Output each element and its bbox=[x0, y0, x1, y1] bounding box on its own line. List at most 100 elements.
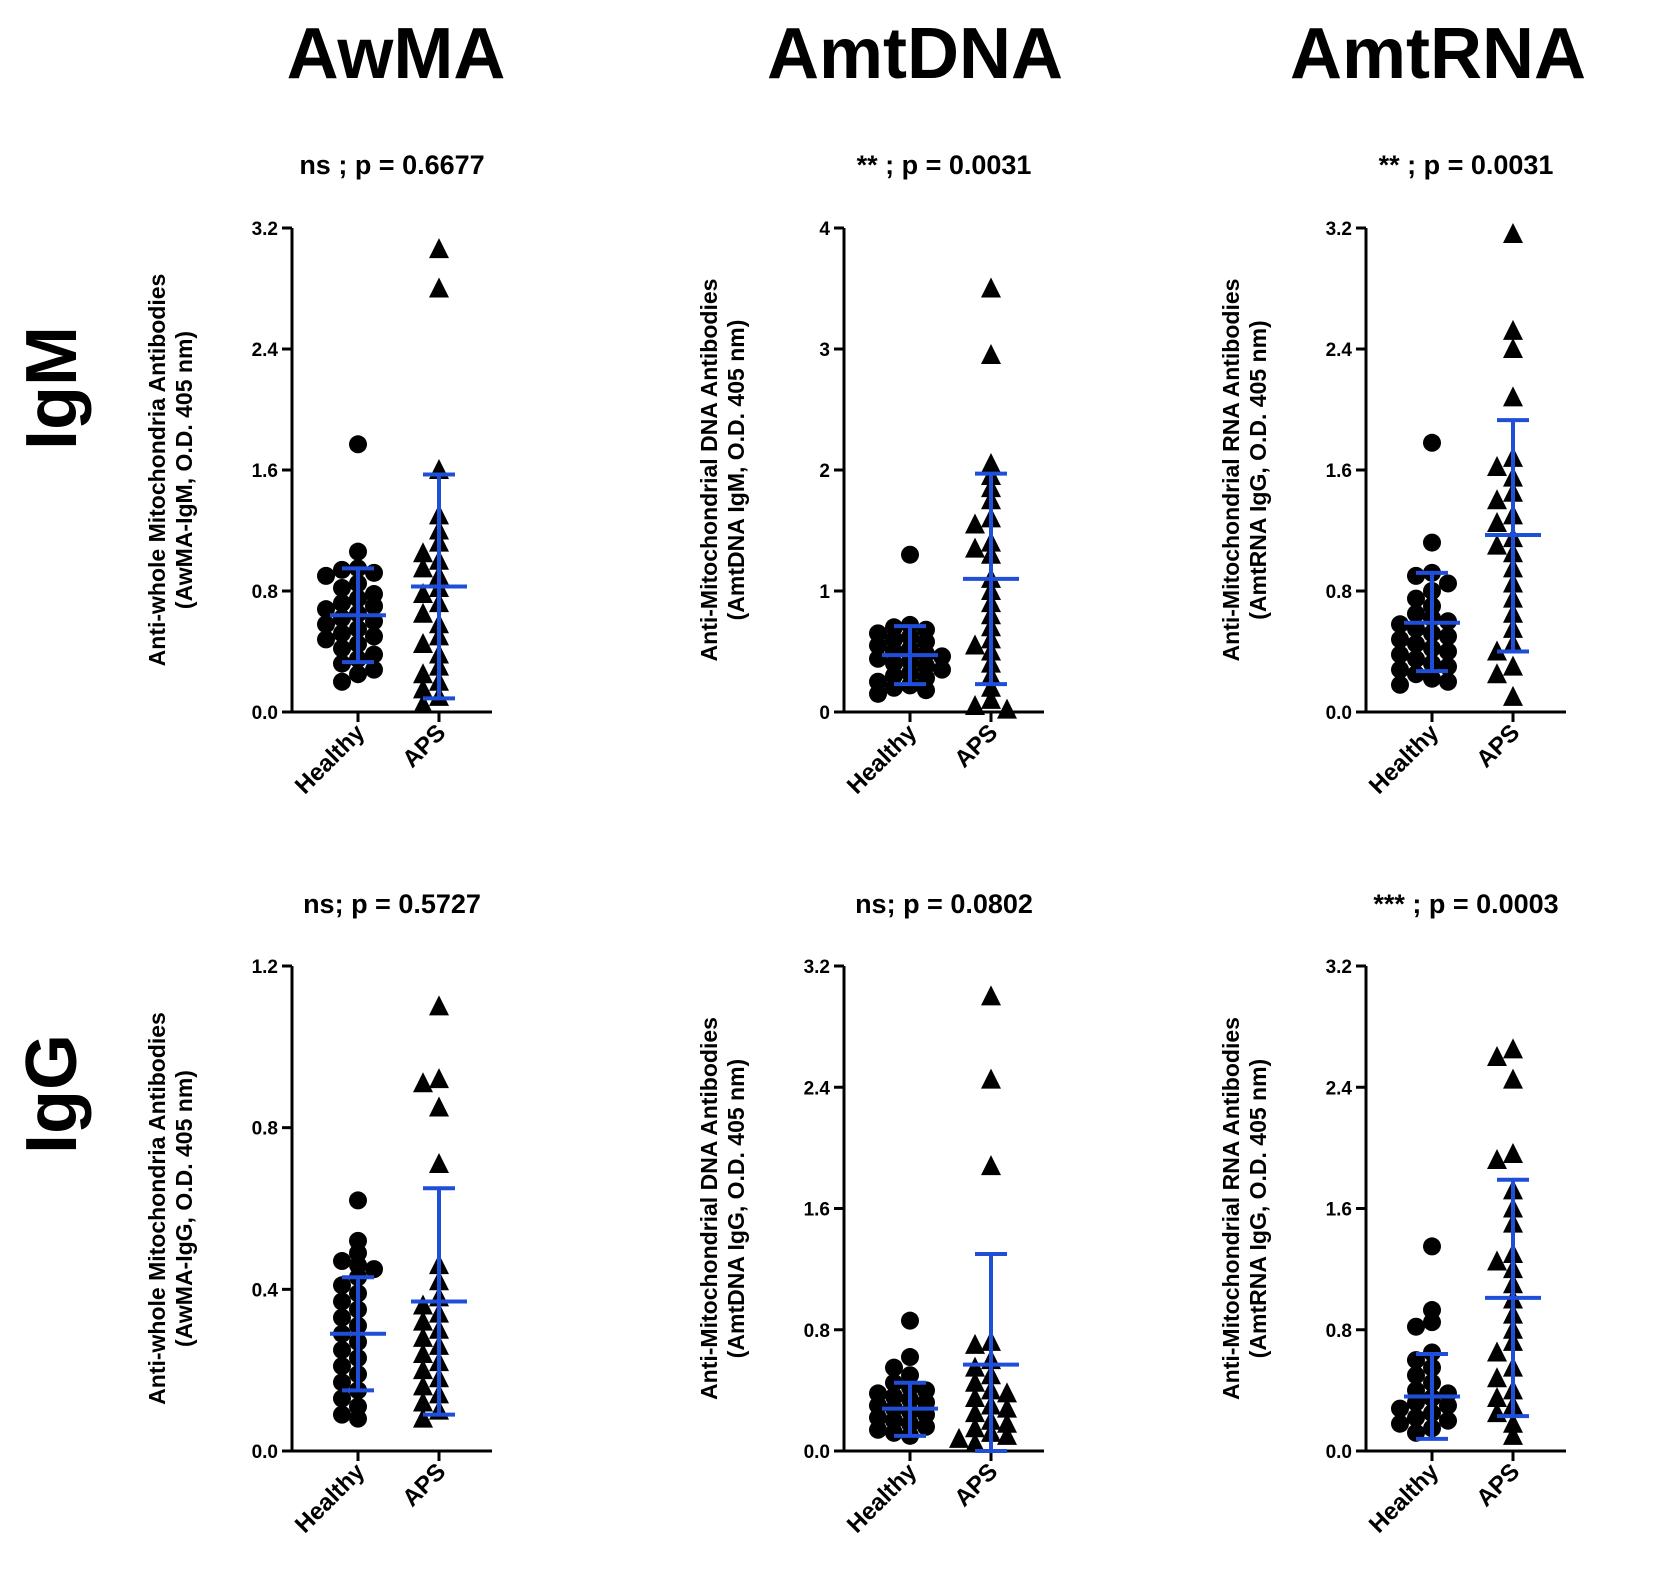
data-point-aps bbox=[413, 1326, 433, 1347]
data-point-aps bbox=[413, 1072, 433, 1093]
data-point-healthy bbox=[333, 1252, 351, 1271]
x-tick-label-aps: APS bbox=[397, 1458, 451, 1512]
data-point-aps bbox=[1503, 685, 1523, 706]
data-point-aps bbox=[1503, 1412, 1523, 1433]
y-tick-label: 2.4 bbox=[804, 1078, 831, 1099]
y-tick-label: 0.8 bbox=[1326, 1321, 1352, 1342]
data-point-healthy bbox=[1423, 1237, 1441, 1256]
data-point-healthy bbox=[885, 1423, 903, 1442]
y-axis-label-units: (AwMA-IgM, O.D. 405 nm) bbox=[171, 331, 197, 609]
data-point-aps bbox=[1503, 338, 1523, 358]
data-point-aps bbox=[413, 583, 433, 604]
column-title-amtrna: AmtRNA bbox=[1290, 14, 1586, 94]
data-point-aps bbox=[981, 344, 1001, 365]
data-point-aps bbox=[1487, 1367, 1507, 1388]
y-tick-label: 0.0 bbox=[1326, 1442, 1352, 1463]
data-point-aps bbox=[429, 995, 449, 1016]
data-point-healthy bbox=[1423, 1313, 1441, 1332]
data-point-healthy bbox=[869, 1420, 887, 1439]
data-point-aps bbox=[413, 1407, 433, 1428]
data-point-healthy bbox=[1407, 665, 1425, 684]
x-tick-label-healthy: Healthy bbox=[1364, 1458, 1445, 1539]
data-point-healthy bbox=[317, 630, 335, 649]
data-point-aps bbox=[1503, 223, 1523, 244]
data-point-healthy bbox=[1439, 574, 1457, 593]
data-point-aps bbox=[413, 1310, 433, 1331]
x-tick-label-aps: APS bbox=[397, 719, 451, 773]
data-point-healthy bbox=[1407, 566, 1425, 585]
data-point-aps bbox=[997, 1412, 1017, 1433]
data-point-aps bbox=[413, 693, 433, 714]
data-point-aps bbox=[997, 698, 1017, 719]
y-axis-label-units: (AmtDNA IgG, O.D. 405 nm) bbox=[723, 1059, 749, 1358]
y-tick-label: 2.4 bbox=[252, 340, 279, 361]
data-point-healthy bbox=[1407, 589, 1425, 608]
data-point-aps bbox=[981, 676, 1001, 697]
data-point-healthy bbox=[333, 578, 351, 597]
data-point-aps bbox=[413, 1375, 433, 1396]
data-point-aps bbox=[413, 602, 433, 623]
y-axis-label-units: (AmtRNA IgG, O.D. 405 nm) bbox=[1245, 320, 1271, 619]
data-point-aps bbox=[1487, 663, 1507, 684]
data-point-aps bbox=[981, 985, 1001, 1006]
data-point-healthy bbox=[1439, 1411, 1457, 1430]
data-point-healthy bbox=[349, 1191, 367, 1210]
y-tick-label: 0.4 bbox=[252, 1280, 279, 1301]
y-tick-label: 1.6 bbox=[252, 461, 278, 482]
y-tick-label: 0 bbox=[819, 703, 830, 724]
x-tick-label-aps: APS bbox=[1471, 719, 1525, 773]
y-axis-label-units: (AwMA-IgG, O.D. 405 nm) bbox=[171, 1070, 197, 1347]
data-point-healthy bbox=[933, 660, 951, 679]
data-point-healthy bbox=[317, 615, 335, 634]
chart-title: ns; p = 0.0802 bbox=[855, 889, 1033, 919]
data-point-healthy bbox=[885, 678, 903, 697]
data-point-healthy bbox=[333, 1405, 351, 1424]
y-tick-label: 2 bbox=[819, 461, 830, 482]
data-point-healthy bbox=[1439, 672, 1457, 691]
data-point-aps bbox=[981, 452, 1001, 473]
data-point-healthy bbox=[1407, 1366, 1425, 1385]
data-point-healthy bbox=[1391, 630, 1409, 649]
chart-panel-igm-amtdna: ** ; p = 0.0031 Anti-Mitochondrial DNA An… bbox=[696, 150, 1044, 800]
data-point-healthy bbox=[1423, 533, 1441, 552]
chart-title: ** ; p = 0.0031 bbox=[857, 150, 1032, 180]
data-point-aps bbox=[965, 634, 985, 655]
data-point-healthy bbox=[365, 660, 383, 679]
y-axis-label: Anti-Mitochondrial DNA Antibodies bbox=[696, 279, 722, 662]
data-point-healthy bbox=[333, 672, 351, 691]
y-tick-label: 1.6 bbox=[804, 1200, 830, 1221]
data-point-healthy bbox=[333, 624, 351, 643]
y-tick-label: 1 bbox=[819, 582, 830, 603]
x-tick-label-aps: APS bbox=[1471, 1458, 1525, 1512]
data-point-aps bbox=[1503, 319, 1523, 340]
data-point-healthy bbox=[869, 684, 887, 703]
y-tick-label: 3.2 bbox=[1326, 957, 1352, 978]
y-tick-label: 0.0 bbox=[1326, 703, 1352, 724]
data-point-healthy bbox=[333, 1340, 351, 1359]
y-tick-label: 1.2 bbox=[252, 957, 278, 978]
chart-title: ** ; p = 0.0031 bbox=[1379, 150, 1554, 180]
data-point-healthy bbox=[917, 1417, 935, 1436]
data-point-healthy bbox=[1407, 634, 1425, 653]
y-axis-label: Anti-whole Mitochondria Antibodies bbox=[144, 274, 170, 667]
data-point-aps bbox=[1487, 489, 1507, 510]
data-point-healthy bbox=[901, 545, 919, 564]
data-point-aps bbox=[413, 1359, 433, 1380]
data-point-healthy bbox=[333, 1357, 351, 1376]
x-tick-label-healthy: Healthy bbox=[1364, 719, 1445, 800]
data-point-healthy bbox=[901, 1311, 919, 1330]
data-point-healthy bbox=[1407, 1317, 1425, 1336]
data-point-aps bbox=[413, 1294, 433, 1315]
data-point-healthy bbox=[1391, 660, 1409, 679]
column-title-awma: AwMA bbox=[286, 14, 506, 94]
data-point-healthy bbox=[333, 1389, 351, 1408]
data-point-healthy bbox=[349, 435, 367, 454]
data-point-healthy bbox=[349, 665, 367, 684]
y-tick-label: 0.8 bbox=[252, 582, 278, 603]
data-point-healthy bbox=[1423, 669, 1441, 688]
data-point-aps bbox=[429, 277, 449, 298]
chart-panel-igm-amtrna: ** ; p = 0.0031 Anti-Mitochondrial RNA An… bbox=[1218, 150, 1566, 800]
y-tick-label: 2.4 bbox=[1326, 1078, 1353, 1099]
y-tick-label: 0.0 bbox=[804, 1442, 830, 1463]
data-point-healthy bbox=[1423, 433, 1441, 452]
